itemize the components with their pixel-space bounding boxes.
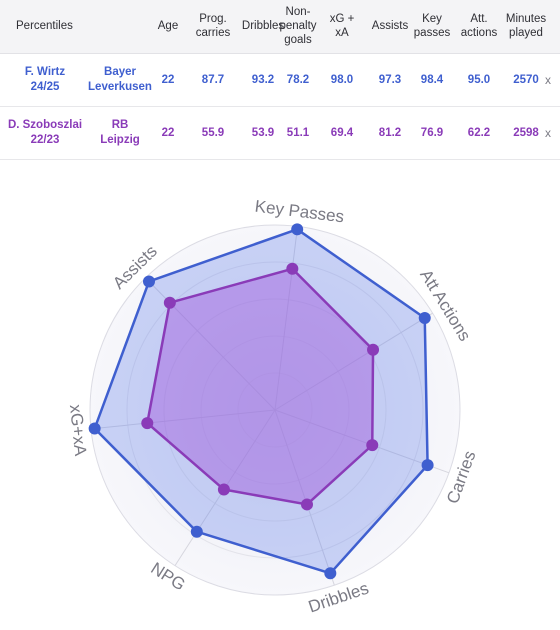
radar-point-dribbles bbox=[324, 567, 337, 580]
table-header: Percentiles Age Prog. carries Dribbles No… bbox=[0, 0, 560, 54]
radar-point-key-passes bbox=[286, 262, 299, 275]
radar-point-xg-xa bbox=[141, 417, 154, 430]
player-name: F. Wirtz 24/25 bbox=[24, 66, 66, 93]
radar-grid-ring bbox=[163, 298, 387, 522]
npg-value: 51.1 bbox=[286, 127, 310, 139]
player-name: D. Szoboszlai 22/23 bbox=[7, 119, 83, 146]
npg-value: 78.2 bbox=[286, 74, 310, 86]
radar-spoke bbox=[90, 409, 276, 430]
header-age: Age bbox=[157, 20, 179, 32]
key-passes-value: 76.9 bbox=[420, 127, 444, 139]
prog-carries-value: 55.9 bbox=[201, 127, 225, 139]
radar-spoke bbox=[274, 409, 450, 474]
header-npg: Non-penalty goals bbox=[279, 6, 317, 46]
header-dribbles: Dribbles bbox=[241, 20, 285, 32]
minutes-value: 2598 bbox=[513, 127, 539, 139]
assists-value: 97.3 bbox=[378, 74, 402, 86]
radar-point-assists bbox=[142, 275, 155, 288]
radar-spoke bbox=[274, 312, 433, 411]
radar-point-npg bbox=[217, 483, 230, 496]
header-xg-xa: xG + xA bbox=[329, 13, 355, 39]
radar-spoke bbox=[274, 226, 299, 411]
remove-player-button[interactable]: x bbox=[545, 126, 551, 140]
header-prog-carries: Prog. carries bbox=[195, 13, 231, 39]
radar-series-2 bbox=[141, 262, 380, 511]
radar-point-npg bbox=[190, 525, 203, 538]
radar-series-1 bbox=[88, 223, 434, 580]
radar-point-carries bbox=[366, 439, 379, 452]
age-value: 22 bbox=[161, 74, 175, 86]
player-team: RB Leipzig bbox=[100, 119, 140, 146]
player-team: Bayer Leverkusen bbox=[88, 66, 152, 93]
radar-axis-label: Key Passes bbox=[254, 197, 345, 227]
prog-carries-value: 87.7 bbox=[201, 74, 225, 86]
header-assists: Assists bbox=[371, 20, 409, 32]
radar-grid-ring bbox=[126, 261, 424, 559]
radar-point-carries bbox=[421, 459, 434, 472]
comparison-table: Percentiles Age Prog. carries Dribbles No… bbox=[0, 0, 560, 160]
radar-point-assists bbox=[163, 296, 176, 309]
age-value: 22 bbox=[161, 127, 175, 139]
dribbles-value: 53.9 bbox=[251, 127, 275, 139]
table-row-player-2: D. Szoboszlai 22/23 RB Leipzig 22 55.9 53.… bbox=[0, 107, 560, 160]
att-actions-value: 95.0 bbox=[467, 74, 491, 86]
att-actions-value: 62.2 bbox=[467, 127, 491, 139]
xg-xa-value: 98.0 bbox=[330, 74, 354, 86]
radar-point-att-actions bbox=[367, 343, 380, 356]
table-row-player-1: F. Wirtz 24/25 Bayer Leverkusen 22 87.7 93… bbox=[0, 54, 560, 107]
radar-series-area bbox=[93, 228, 429, 575]
radar-grid-ring bbox=[237, 372, 313, 448]
header-key-passes: Key passes bbox=[413, 13, 451, 39]
radar-point-xg-xa bbox=[88, 422, 101, 435]
minutes-value: 2570 bbox=[513, 74, 539, 86]
header-minutes-played: Minutes played bbox=[505, 13, 547, 39]
radar-axis-label: xG+xA bbox=[66, 404, 90, 458]
header-percentiles: Percentiles bbox=[16, 20, 73, 32]
key-passes-value: 98.4 bbox=[420, 74, 444, 86]
radar-spoke bbox=[274, 409, 335, 586]
radar-point-dribbles bbox=[300, 498, 313, 511]
radar-point-att-actions bbox=[418, 311, 431, 324]
radar-point-key-passes bbox=[291, 223, 304, 236]
header-att-actions: Att. actions bbox=[460, 13, 498, 39]
assists-value: 81.2 bbox=[378, 127, 402, 139]
dribbles-value: 93.2 bbox=[251, 74, 275, 86]
xg-xa-value: 69.4 bbox=[330, 127, 354, 139]
radar-grid-ring bbox=[200, 335, 350, 485]
remove-player-button[interactable]: x bbox=[545, 73, 551, 87]
radar-series-area bbox=[146, 267, 375, 506]
